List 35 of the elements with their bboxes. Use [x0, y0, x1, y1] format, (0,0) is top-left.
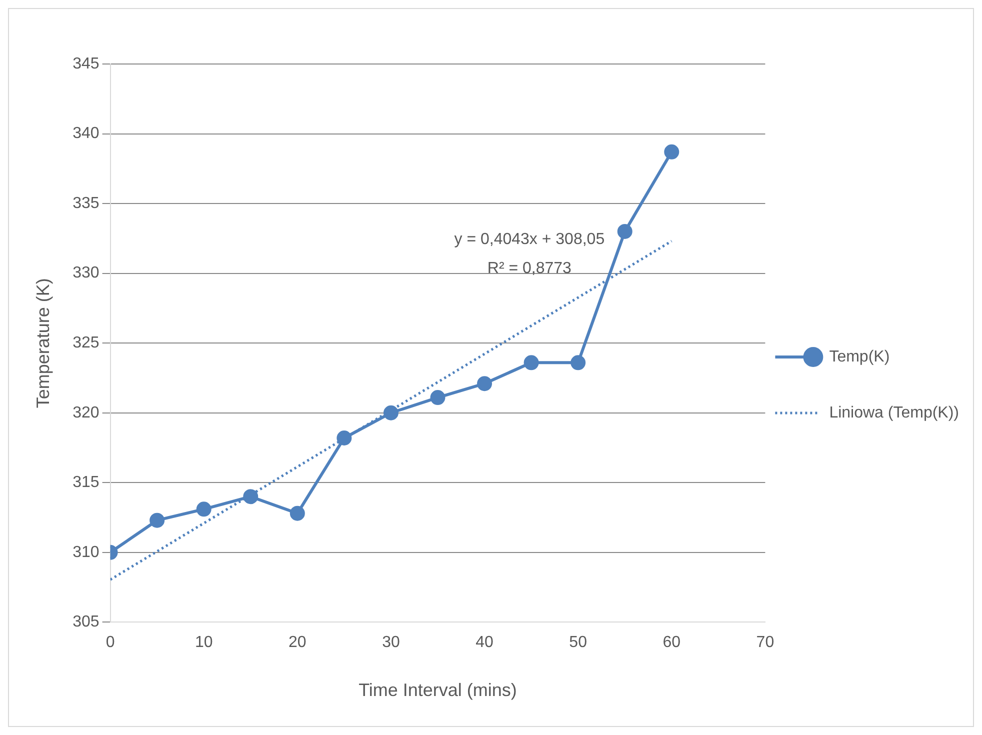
- y-tick-label: 315: [72, 474, 100, 492]
- point: [617, 224, 632, 239]
- y-tick-label: 310: [72, 544, 100, 561]
- point: [196, 502, 212, 517]
- point: [570, 355, 586, 370]
- point: [383, 405, 398, 420]
- point: [477, 376, 492, 392]
- annotation: y = 0,4043x + 308,05: [454, 231, 605, 248]
- x-tick-label: 30: [382, 634, 400, 652]
- x-tick-label: 70: [756, 634, 774, 652]
- x-tick-label: 60: [662, 634, 681, 652]
- y-tick-label: 345: [72, 55, 100, 72]
- y-tick-label: 320: [72, 404, 100, 422]
- x-axis-title: Time Interval (mins): [358, 680, 517, 700]
- x-tick-label: 40: [476, 634, 494, 652]
- x-tick-label: 20: [288, 634, 306, 652]
- y-axis-title: Temperature (K): [32, 278, 53, 408]
- point: [290, 506, 305, 521]
- y-tick-label: 335: [72, 194, 100, 212]
- annotation: R² = 0,8773: [487, 260, 572, 277]
- x-tick-label: 0: [106, 634, 115, 652]
- x-tick-label: 10: [194, 634, 213, 652]
- point: [243, 489, 258, 504]
- y-tick-label: 340: [72, 125, 100, 142]
- legend-label: Liniowa (Temp(K)): [829, 404, 959, 422]
- y-tick-label: 330: [72, 264, 100, 282]
- y-tick-label: 325: [72, 334, 100, 352]
- point: [150, 512, 165, 528]
- point: [524, 355, 539, 370]
- x-tick-label: 50: [569, 634, 588, 652]
- point: [430, 390, 446, 406]
- point: [664, 144, 680, 160]
- legend-label: Temp(K): [829, 348, 890, 366]
- y-tick-label: 305: [72, 614, 100, 631]
- point: [336, 430, 352, 446]
